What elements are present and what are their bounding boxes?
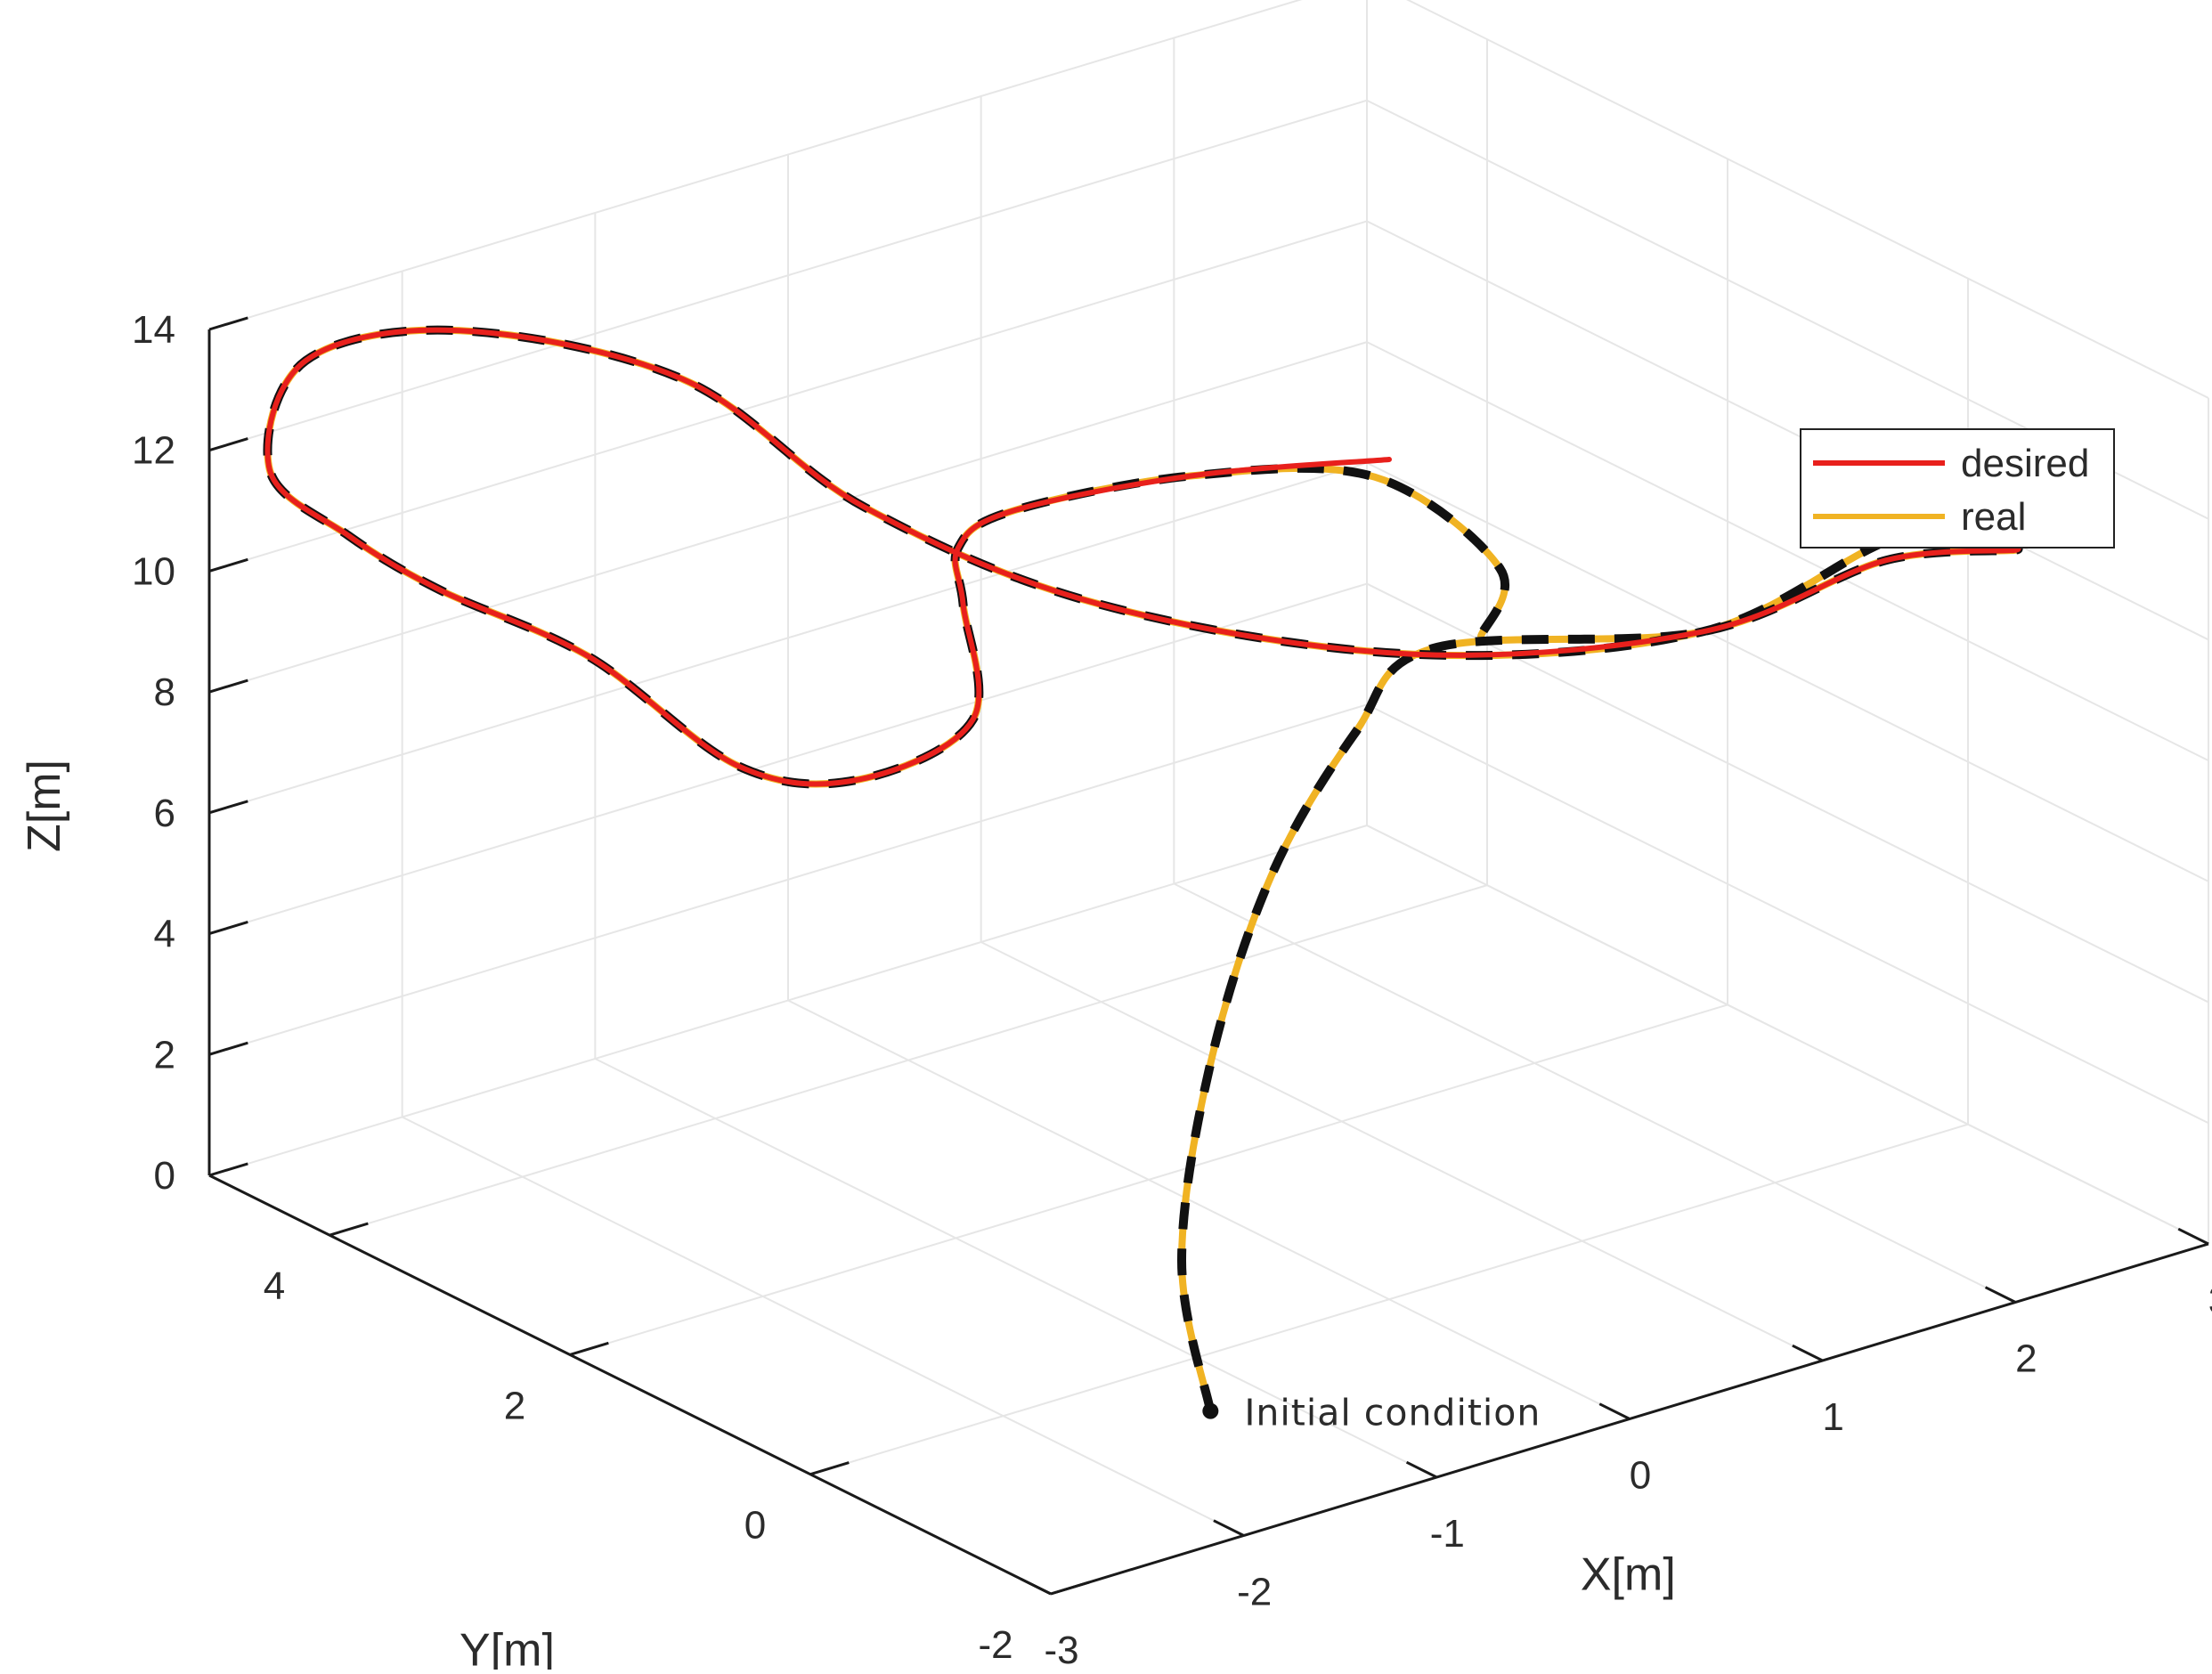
side-wall-grid-line xyxy=(1405,0,2209,399)
y-axis-line xyxy=(208,1174,1052,1596)
series-real-dash-overlay xyxy=(263,325,2023,1412)
x-tick-label: 1 xyxy=(1822,1395,1843,1439)
x-tick-label: 0 xyxy=(1630,1454,1651,1498)
z-tick-label: 6 xyxy=(154,792,175,835)
y-tick xyxy=(329,1222,369,1237)
floor-grid-line xyxy=(809,1123,1969,1475)
floor-grid-line xyxy=(787,999,1631,1420)
x-tick-label: 2 xyxy=(2015,1337,2037,1381)
back-wall-grid-line xyxy=(208,461,1368,814)
floor-grid-line xyxy=(1173,882,2016,1304)
side-wall-grid-line xyxy=(1366,220,2209,641)
floor-grid-line xyxy=(594,1058,1437,1478)
grid-layer xyxy=(208,0,2209,1595)
z-tick-label: 4 xyxy=(154,913,175,956)
back-wall-grid-line xyxy=(208,582,1368,935)
z-tick-label: 8 xyxy=(154,670,175,714)
x-tick xyxy=(1020,1577,1052,1596)
floor-grid-line xyxy=(569,1004,1728,1356)
z-tick xyxy=(208,1162,248,1177)
x-tick-label: -3 xyxy=(1044,1629,1078,1670)
z-tick xyxy=(208,800,248,815)
x-axis-label: X[m] xyxy=(1581,1548,1676,1600)
z-tick xyxy=(208,437,248,452)
series-desired-line xyxy=(264,327,2021,787)
z-tick-label: 2 xyxy=(154,1033,175,1077)
y-tick-label: 4 xyxy=(264,1264,285,1308)
initial-condition-label: Initial condition xyxy=(1244,1392,1541,1434)
z-tick xyxy=(208,679,248,694)
side-wall-grid-line xyxy=(1366,825,2209,1245)
x-tick xyxy=(1405,1460,1438,1479)
legend-frame xyxy=(1800,428,2115,549)
y-tick xyxy=(569,1341,609,1356)
side-wall-grid-line xyxy=(1366,582,2209,1004)
back-wall-grid-line xyxy=(208,825,1368,1176)
floor-grid-line xyxy=(980,941,1824,1361)
initial-condition-marker xyxy=(1202,1402,1219,1419)
back-wall-grid-line xyxy=(208,703,1368,1056)
x-tick xyxy=(1213,1519,1245,1537)
x-tick-label: -2 xyxy=(1237,1571,1272,1614)
back-wall-grid-line xyxy=(208,341,1368,694)
series-real-line xyxy=(264,326,2022,1415)
y-tick xyxy=(1050,1581,1090,1596)
z-tick-label: 14 xyxy=(132,308,175,352)
z-tick-label: 12 xyxy=(132,429,175,473)
x-tick-label: 3 xyxy=(2208,1279,2212,1322)
y-tick-label: 0 xyxy=(744,1504,766,1548)
z-tick xyxy=(208,316,248,331)
legend-label-desired: desired xyxy=(1961,442,2089,485)
floor-grid-line xyxy=(402,1116,1245,1537)
side-wall-grid-line xyxy=(1366,703,2209,1125)
y-tick xyxy=(809,1461,850,1476)
z-tick-label: 10 xyxy=(132,549,175,593)
side-wall-grid-line xyxy=(1366,461,2209,882)
z-tick xyxy=(208,1041,248,1056)
initial-condition-annotation: Initial condition xyxy=(1202,1392,1541,1434)
x-tick xyxy=(1792,1344,1824,1362)
legend-label-real: real xyxy=(1961,495,2026,539)
x-tick xyxy=(1984,1286,2017,1304)
y-tick-label: -2 xyxy=(978,1623,1012,1667)
legend: desired real xyxy=(1800,428,2115,549)
y-axis-label: Y[m] xyxy=(459,1625,555,1670)
z-tick xyxy=(208,557,248,573)
y-tick-label: 2 xyxy=(504,1384,525,1427)
x-tick-label: -1 xyxy=(1430,1512,1465,1556)
x-tick xyxy=(1598,1402,1631,1420)
back-wall-grid-line xyxy=(208,220,1368,573)
series-layer xyxy=(263,325,2023,1415)
back-wall-grid-line xyxy=(208,0,1303,330)
z-tick xyxy=(208,921,248,936)
floor-grid-line xyxy=(329,884,1488,1237)
back-wall-grid-line xyxy=(208,99,1368,451)
z-tick-label: 0 xyxy=(154,1154,175,1198)
z-axis-label: Z[m] xyxy=(19,760,70,852)
x-tick xyxy=(2177,1227,2209,1246)
side-wall-grid-line xyxy=(1366,341,2209,762)
